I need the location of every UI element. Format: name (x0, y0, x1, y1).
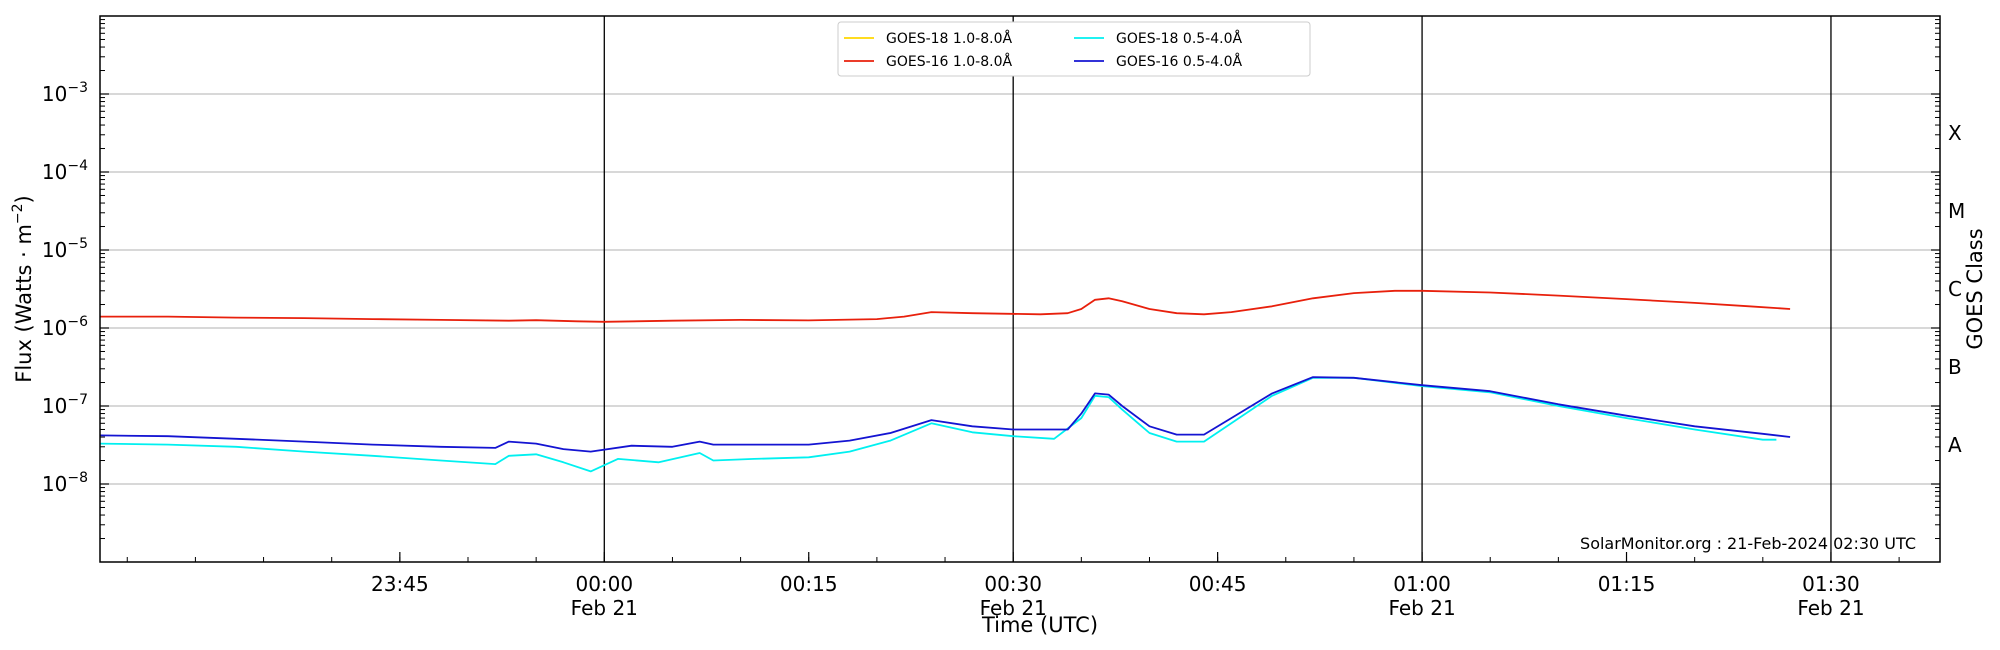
y-tick-exponent: −3 (67, 80, 88, 96)
legend: GOES-18 1.0-8.0Å GOES-18 0.5-4.0Å GOES-16 … (837, 21, 1311, 77)
legend-entry-label: GOES-16 1.0-8.0Å (886, 53, 1012, 70)
goes-class-label: X (1948, 121, 1962, 145)
y-axis-label-close: ) (12, 195, 36, 203)
y-axis-ticks: 10−8 10−7 10−6 10−5 10−4 10−3 (42, 19, 1940, 540)
legend-box (837, 21, 1311, 77)
series-line-2 (99, 376, 1777, 473)
y-tick-label: 10−8 (42, 470, 88, 496)
goes-class-label: A (1948, 433, 1962, 457)
x-tick-date-label: Feb 21 (980, 596, 1047, 620)
x-tick-label: 01:00 (1393, 572, 1451, 596)
x-tick-label: 01:30 (1802, 572, 1860, 596)
grid-lines (100, 93, 1940, 485)
y-tick-exponent: −4 (67, 158, 88, 174)
x-tick-label: 00:45 (1189, 572, 1247, 596)
x-tick-label: 00:30 (984, 572, 1042, 596)
y-tick-label: 10−3 (42, 80, 88, 106)
legend-entry-label: GOES-18 0.5-4.0Å (1116, 30, 1242, 47)
x-tick-date-label: Feb 21 (1388, 596, 1455, 620)
goes-class-labels: A B C M X (1948, 121, 1965, 457)
y-tick-label: 10−4 (42, 158, 88, 184)
vertical-day-lines (603, 16, 1832, 562)
y-tick-label: 10−5 (42, 236, 88, 262)
legend-entry-label: GOES-18 1.0-8.0Å (886, 30, 1012, 47)
y-tick-exponent: −6 (67, 314, 88, 330)
x-tick-date-label: Feb 21 (571, 596, 638, 620)
credit-annotation: SolarMonitor.org : 21-Feb-2024 02:30 UTC (1580, 534, 1916, 553)
x-axis-label: Time (UTC) (981, 613, 1098, 637)
right-axis-label: GOES Class (1963, 228, 1987, 349)
y-tick-exponent: −5 (67, 236, 88, 252)
goes-class-label: C (1948, 277, 1962, 301)
y-axis-label-exponent: −2 (10, 203, 26, 224)
y-tick-exponent: −7 (67, 392, 88, 408)
x-tick-label: 23:45 (371, 572, 429, 596)
x-tick-label: 00:15 (780, 572, 838, 596)
y-tick-label: 10−7 (42, 392, 88, 418)
series-line-3 (99, 376, 1791, 453)
y-axis-label-text: Flux (Watts · m (12, 224, 36, 383)
plot-frame (99, 15, 1941, 563)
y-axis-label: Flux (Watts · m−2) (10, 195, 36, 383)
goes-class-label: M (1948, 199, 1965, 223)
goes-class-label: B (1948, 355, 1962, 379)
series-lines (99, 289, 1791, 473)
x-tick-date-label: Feb 21 (1797, 596, 1864, 620)
x-tick-label: 01:15 (1598, 572, 1656, 596)
legend-entry-label: GOES-16 0.5-4.0Å (1116, 53, 1242, 70)
y-tick-exponent: −8 (67, 470, 88, 486)
x-tick-label: 00:00 (575, 572, 633, 596)
series-line-1 (100, 289, 1791, 323)
y-tick-label: 10−6 (42, 314, 88, 340)
